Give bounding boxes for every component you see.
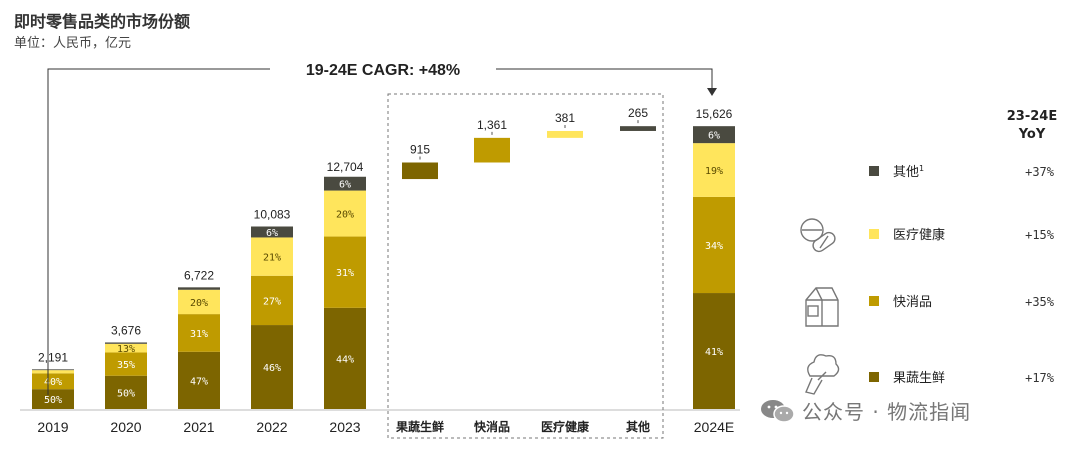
segment-label: 21% — [263, 253, 281, 264]
legend-yoy: +15% — [1025, 228, 1055, 242]
legend-label: 其他1 — [893, 164, 924, 180]
waterfall-bar-果蔬生鲜 — [402, 162, 438, 180]
x-tick-label: 2024E — [694, 419, 734, 435]
segment-label: 6% — [339, 180, 351, 191]
bar-segment-2024E-1 — [693, 196, 735, 294]
bar-segment-2022-2 — [251, 237, 293, 276]
segment-label: 19% — [705, 166, 723, 177]
segment-label: 6% — [708, 131, 720, 142]
bar-segment-2020-1 — [105, 352, 147, 376]
waterfall-frame — [387, 93, 664, 439]
bar-segment-2023-1 — [324, 236, 366, 308]
waterfall-value-label: 1,361 — [477, 118, 507, 132]
bar-segment-2020-0 — [105, 375, 147, 409]
chart-subtitle: 单位：人民币，亿元 — [14, 36, 132, 51]
legend-swatch-其他 — [869, 166, 879, 176]
waterfall-value-label: 915 — [410, 142, 430, 156]
segment-label: 31% — [336, 268, 354, 279]
chart-title: 即时零售品类的市场份额 — [14, 12, 191, 31]
segment-label: 50% — [117, 388, 135, 399]
segment-label: 6% — [266, 228, 278, 239]
pills-icon — [800, 218, 836, 253]
broccoli-icon — [805, 354, 840, 395]
waterfall-bar-医疗健康 — [547, 130, 583, 138]
milk-carton-icon — [805, 287, 839, 327]
x-tick-label: 2023 — [329, 419, 360, 435]
cagr-label: 19-24E CAGR: +48% — [306, 62, 460, 79]
segment-label: 41% — [705, 347, 723, 358]
segment-label: 27% — [263, 296, 281, 307]
waterfall-bar-其他 — [620, 126, 656, 131]
total-label: 2,191 — [38, 350, 68, 364]
segment-label: 50% — [44, 395, 62, 406]
legend-swatch-医疗健康 — [869, 229, 879, 239]
bar-segment-2022-1 — [251, 275, 293, 326]
segment-label: 20% — [336, 210, 354, 221]
x-tick-label: 2019 — [37, 419, 68, 435]
total-label: 15,626 — [696, 107, 733, 121]
legend-yoy: +37% — [1025, 165, 1055, 179]
bar-segment-2021-1 — [178, 314, 220, 352]
segment-label: 35% — [117, 360, 135, 371]
segment-label: 34% — [705, 241, 723, 252]
legend-label: 快消品 — [893, 295, 932, 310]
bar-segment-2021-0 — [178, 351, 220, 409]
legend-swatch-快消品 — [869, 296, 879, 306]
bar-segment-2024E-3 — [693, 126, 735, 144]
segment-label: 20% — [190, 298, 208, 309]
bar-segment-2024E-0 — [693, 293, 735, 409]
segment-label: 47% — [190, 376, 208, 387]
waterfall-value-label: 381 — [555, 111, 575, 125]
legend-yoy: +17% — [1025, 371, 1055, 385]
waterfall-category-label: 果蔬生鲜 — [395, 419, 444, 434]
segment-label: 40% — [44, 377, 62, 388]
waterfall-category-label: 其他 — [626, 419, 650, 434]
total-label: 3,676 — [111, 323, 141, 337]
bar-segment-2022-3 — [251, 226, 293, 238]
bar-segment-2019-3 — [32, 369, 74, 371]
legend-header-line1: 23-24E — [1007, 109, 1057, 124]
legend-label: 医疗健康 — [893, 227, 945, 243]
legend-yoy: +35% — [1025, 295, 1055, 309]
bar-segment-2019-1 — [32, 373, 74, 390]
bar-segment-2020-2 — [105, 343, 147, 353]
total-label: 6,722 — [184, 268, 214, 282]
bar-segment-2023-3 — [324, 176, 366, 191]
cagr-arrow-head — [707, 88, 717, 96]
bar-segment-2020-3 — [105, 342, 147, 344]
bar-segment-2024E-2 — [693, 143, 735, 197]
bar-segment-2023-2 — [324, 190, 366, 237]
waterfall-category-label: 快消品 — [474, 419, 510, 434]
x-tick-label: 2021 — [183, 419, 214, 435]
segment-label: 31% — [190, 329, 208, 340]
legend-swatch-果蔬生鲜 — [869, 372, 879, 382]
bar-segment-2021-2 — [178, 289, 220, 315]
wechat-icon — [761, 399, 795, 423]
bar-segment-2021-3 — [178, 287, 220, 290]
waterfall-value-label: 265 — [628, 106, 648, 120]
bar-segment-2023-0 — [324, 307, 366, 409]
waterfall-category-label: 医疗健康 — [541, 419, 590, 434]
bar-segment-2019-2 — [32, 370, 74, 374]
legend-label: 果蔬生鲜 — [893, 371, 945, 386]
legend-header-line2: YoY — [1018, 127, 1046, 142]
x-tick-label: 2022 — [256, 419, 287, 435]
total-label: 12,704 — [327, 160, 364, 174]
bar-segment-2019-0 — [32, 389, 74, 409]
cagr-bracket-left — [47, 68, 270, 395]
cagr-bracket-right — [496, 68, 713, 92]
segment-label: 44% — [336, 354, 354, 365]
x-tick-label: 2020 — [110, 419, 141, 435]
watermark: 公众号 · 物流指闻 — [760, 396, 971, 425]
waterfall-bar-快消品 — [474, 137, 510, 163]
watermark-text: 公众号 · 物流指闻 — [802, 400, 972, 424]
bar-segment-2022-0 — [251, 325, 293, 409]
segment-label: 13% — [117, 344, 135, 355]
total-label: 10,083 — [254, 207, 291, 221]
segment-label: 46% — [263, 363, 281, 374]
